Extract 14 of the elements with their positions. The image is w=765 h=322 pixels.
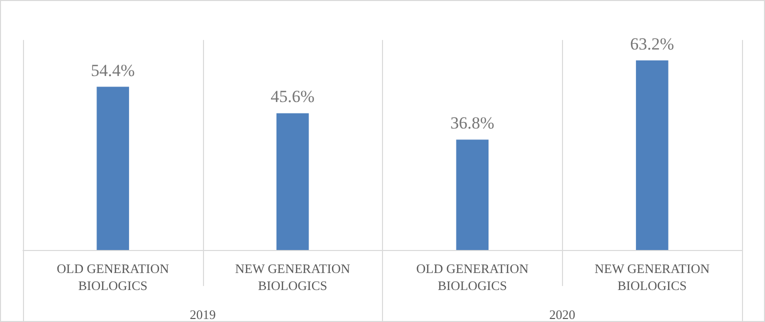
data-label: 63.2% <box>630 34 674 54</box>
data-label: 45.6% <box>270 87 315 106</box>
x-tick-label: OLD GENERATION BIOLOGICS <box>416 261 530 293</box>
x-tick-label: OLD GENERATION BIOLOGICS <box>56 261 170 293</box>
data-label: 54.4% <box>90 60 135 80</box>
x-tick-label: NEW GENERATION BIOLOGICS <box>235 261 351 293</box>
text: 2020 <box>549 307 576 322</box>
bar <box>456 140 489 250</box>
bar <box>96 86 130 250</box>
bar <box>276 113 309 250</box>
text: 2019 <box>190 307 216 322</box>
data-label: 36.8% <box>450 114 494 133</box>
x-tick-label: NEW GENERATION BIOLOGICS <box>594 261 710 293</box>
bar <box>636 60 668 250</box>
